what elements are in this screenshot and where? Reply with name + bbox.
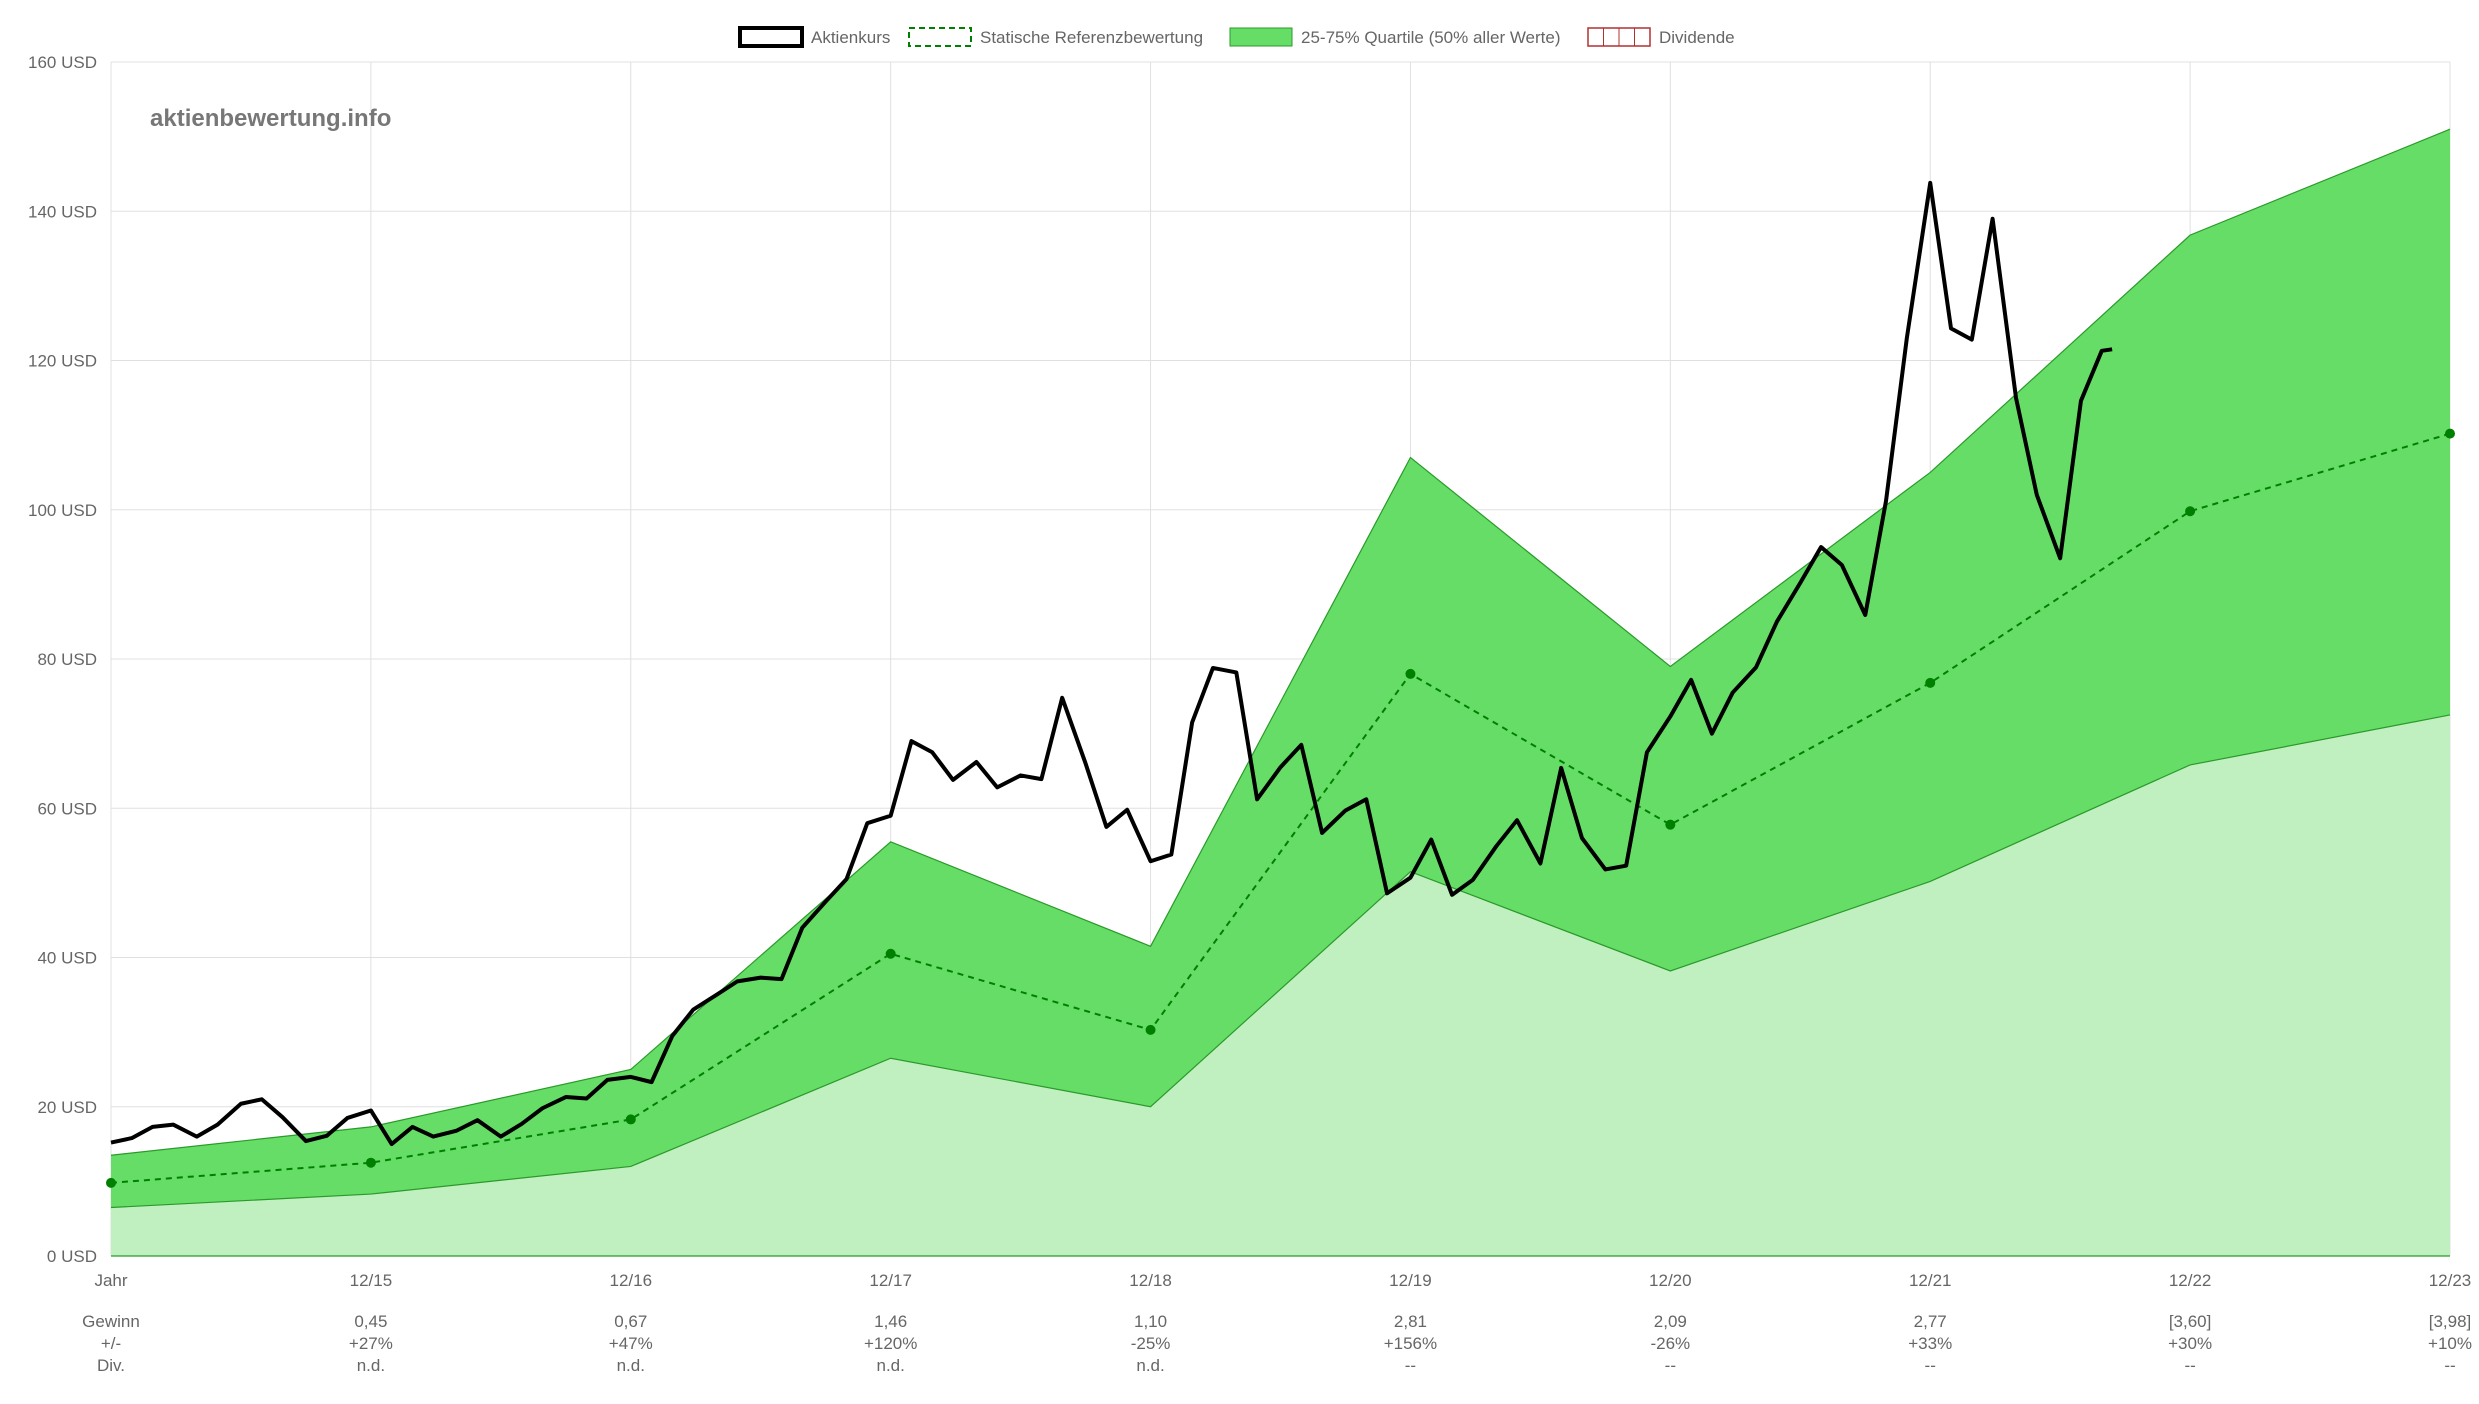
y-tick-label: 40 USD: [37, 949, 97, 968]
y-tick-label: 0 USD: [47, 1247, 97, 1266]
earnings-rows: Gewinn 0,45 0,67 1,46 1,10 2,81 2,09 2,77 [3,60]…: [82, 1312, 2472, 1375]
reference-valuation-point: [885, 948, 896, 959]
row-value: 1,10: [1134, 1312, 1167, 1331]
row-value: --: [2184, 1356, 2195, 1375]
legend-label: 25-75% Quartile (50% aller Werte): [1301, 28, 1561, 47]
legend-item-band[interactable]: 25-75% Quartile (50% aller Werte): [1229, 27, 1561, 47]
reference-valuation-point: [106, 1177, 116, 1188]
row-value: -25%: [1131, 1334, 1171, 1353]
row-value: 2,09: [1654, 1312, 1687, 1331]
price-series: [110, 180, 2113, 1147]
quartile-bands: [110, 128, 2451, 1257]
row-value: [3,98]: [2429, 1312, 2472, 1331]
row-value: --: [2444, 1356, 2455, 1375]
row-value: n.d.: [617, 1356, 645, 1375]
x-tick-label: 12/23: [2429, 1271, 2472, 1290]
row-value: +33%: [1908, 1334, 1952, 1353]
y-tick-label: 160 USD: [28, 53, 97, 72]
x-tick-label: 12/20: [1649, 1271, 1692, 1290]
legend[interactable]: Aktienkurs Statische Referenzbewertung 25-…: [738, 26, 1735, 48]
y-tick-label: 120 USD: [28, 352, 97, 371]
row-value: 0,67: [614, 1312, 647, 1331]
row-value: [3,60]: [2169, 1312, 2212, 1331]
reference-valuation-point: [365, 1157, 376, 1168]
row-value: +27%: [349, 1334, 393, 1353]
row-value: 2,77: [1914, 1312, 1947, 1331]
y-tick-label: 60 USD: [37, 799, 97, 818]
row-value: n.d.: [357, 1356, 385, 1375]
y-tick-label: 100 USD: [28, 501, 97, 520]
legend-label: Aktienkurs: [811, 28, 890, 47]
row-label: Gewinn: [82, 1312, 140, 1331]
row-label: Div.: [97, 1356, 125, 1375]
watermark-text: aktienbewertung.info: [150, 105, 391, 132]
x-tick-label: 12/16: [610, 1271, 653, 1290]
row-value: --: [1925, 1356, 1936, 1375]
row-value: +120%: [864, 1334, 917, 1353]
reference-valuation-point: [2445, 428, 2455, 439]
row-value: +30%: [2168, 1334, 2212, 1353]
x-tick-label: Jahr: [94, 1271, 127, 1290]
row-value: --: [1665, 1356, 1676, 1375]
reference-valuation-point: [1925, 677, 1936, 688]
legend-item-div[interactable]: Dividende: [1587, 27, 1735, 47]
row-value: -26%: [1650, 1334, 1690, 1353]
legend-item-ref[interactable]: Statische Referenzbewertung: [908, 27, 1203, 47]
x-tick-label: 12/18: [1129, 1271, 1172, 1290]
row-value: 2,81: [1394, 1312, 1427, 1331]
row-value: +156%: [1384, 1334, 1437, 1353]
row-value: n.d.: [876, 1356, 904, 1375]
x-tick-label: 12/22: [2169, 1271, 2212, 1290]
x-tick-label: 12/17: [869, 1271, 912, 1290]
legend-label: Dividende: [1659, 28, 1735, 47]
row-label: +/-: [101, 1334, 121, 1353]
y-tick-label: 140 USD: [28, 202, 97, 221]
x-axis-ticks: Jahr 12/15 12/16 12/17 12/18 12/19 12/20 12/21 1…: [94, 1271, 2471, 1290]
y-tick-label: 80 USD: [37, 650, 97, 669]
lower-band-area: [111, 714, 2450, 1256]
x-tick-label: 12/21: [1909, 1271, 1952, 1290]
row-value: +47%: [609, 1334, 653, 1353]
reference-valuation-point: [2185, 506, 2196, 517]
row-value: +10%: [2428, 1334, 2472, 1353]
quartile-upper-line: [110, 128, 2451, 1156]
x-tick-label: 12/15: [350, 1271, 393, 1290]
row-value: --: [1405, 1356, 1416, 1375]
reference-valuation-line: [110, 432, 2451, 1184]
quartile-band-area: [111, 129, 2450, 1208]
reference-valuation-point: [1405, 668, 1416, 679]
legend-item-price[interactable]: Aktienkurs: [738, 26, 890, 48]
y-axis-ticks: 0 USD 20 USD 40 USD 60 USD 80 USD 100 USD 120 …: [28, 53, 97, 1266]
legend-swatch-ref: [908, 27, 972, 47]
legend-swatch-price: [738, 26, 804, 48]
legend-label: Statische Referenzbewertung: [980, 28, 1203, 47]
price-line: [110, 180, 2113, 1147]
row-value: n.d.: [1136, 1356, 1164, 1375]
x-tick-label: 12/19: [1389, 1271, 1432, 1290]
reference-valuation-point: [1145, 1024, 1156, 1035]
y-tick-label: 20 USD: [37, 1098, 97, 1117]
quartile-lower-line: [110, 714, 2451, 1209]
row-value: 0,45: [354, 1312, 387, 1331]
reference-valuation-point: [1665, 819, 1676, 830]
reference-valuation-point: [625, 1114, 636, 1125]
reference-valuation-series: [106, 428, 2455, 1188]
legend-swatch-band: [1229, 27, 1293, 47]
row-value: 1,46: [874, 1312, 907, 1331]
